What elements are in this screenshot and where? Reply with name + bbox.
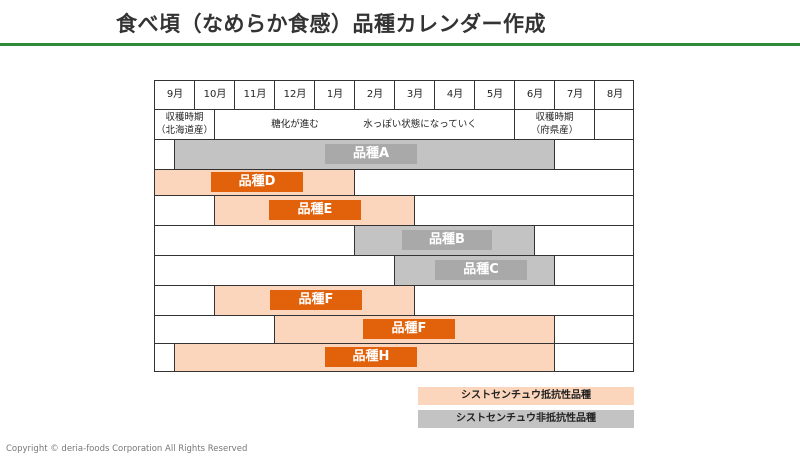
variety-f-label: 品種F [270, 290, 362, 310]
cell-divider [414, 285, 415, 315]
variety-calendar: 9月 10月 11月 12月 1月 2月 3月 4月 5月 6月 7月 8月 収… [154, 80, 634, 372]
month-feb: 2月 [366, 89, 384, 100]
row-divider [155, 343, 633, 344]
cell-divider [354, 225, 355, 255]
month-divider [554, 81, 555, 109]
month-divider [354, 81, 355, 109]
copyright-text: Copyright © deria-foods Corporation All … [6, 444, 248, 454]
variety-c-label: 品種C [435, 260, 527, 280]
title-underline [0, 43, 800, 46]
cell-divider [174, 139, 175, 169]
month-divider [514, 81, 515, 109]
row-divider [155, 225, 633, 226]
cell-divider [554, 255, 555, 285]
month-jan: 1月 [326, 89, 344, 100]
month-oct: 10月 [203, 89, 227, 100]
page-title: 食べ頃（なめらか食感）品種カレンダー作成 [116, 12, 546, 36]
month-nov: 11月 [243, 89, 267, 100]
row-divider [155, 315, 633, 316]
variety-b-label: 品種B [402, 230, 492, 250]
month-jun: 6月 [526, 89, 544, 100]
row-divider [155, 285, 633, 286]
month-sep: 9月 [166, 89, 184, 100]
month-divider [194, 81, 195, 109]
month-dec: 12月 [283, 89, 307, 100]
cell-divider [414, 195, 415, 225]
harvest-prefecture-note: 収穫時期 （府県産） [530, 112, 579, 136]
cell-divider [554, 315, 555, 343]
sugar-note: 糖化が進む [271, 119, 319, 130]
notes-divider [214, 109, 215, 139]
cell-divider [394, 255, 395, 285]
month-divider [474, 81, 475, 109]
month-divider [394, 81, 395, 109]
cell-divider [354, 169, 355, 195]
month-divider [594, 81, 595, 109]
cell-divider [214, 285, 215, 315]
row-divider [155, 195, 633, 196]
cell-divider [534, 225, 535, 255]
cell-divider [554, 343, 555, 371]
notes-divider [594, 109, 595, 139]
cell-divider [174, 343, 175, 371]
variety-f2-label: 品種F [363, 319, 455, 339]
watery-note: 水っぽい状態になっていく [363, 119, 477, 130]
variety-d-label: 品種D [211, 172, 303, 192]
variety-e-label: 品種E [269, 200, 361, 220]
month-divider [314, 81, 315, 109]
variety-h-label: 品種H [325, 347, 417, 367]
month-divider [274, 81, 275, 109]
month-divider [234, 81, 235, 109]
harvest-hokkaido-note: 収穫時期 （北海道産） [155, 112, 213, 136]
notes-divider [514, 109, 515, 139]
row-divider [155, 109, 633, 110]
month-divider [434, 81, 435, 109]
month-may: 5月 [486, 89, 504, 100]
month-aug: 8月 [606, 89, 624, 100]
row-divider [155, 139, 633, 140]
cell-divider [554, 139, 555, 169]
cell-divider [214, 195, 215, 225]
variety-a-label: 品種A [325, 144, 417, 164]
legend-non-resistant: シストセンチュウ非抵抗性品種 [418, 410, 634, 428]
month-mar: 3月 [406, 89, 424, 100]
month-apr: 4月 [446, 89, 464, 100]
cell-divider [274, 315, 275, 343]
legend-resistant: シストセンチュウ抵抗性品種 [418, 387, 634, 405]
row-divider [155, 169, 633, 170]
month-jul: 7月 [566, 89, 584, 100]
